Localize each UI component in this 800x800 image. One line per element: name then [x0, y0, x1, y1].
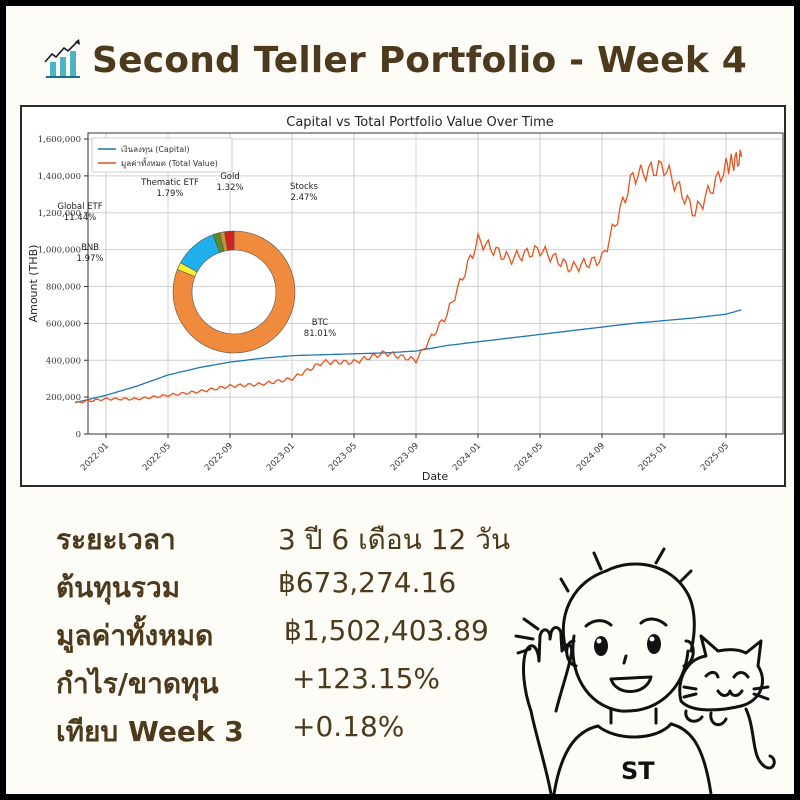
capital-line — [74, 309, 742, 404]
line-chart: Capital vs Total Portfolio Value Over Ti… — [27, 115, 784, 483]
y-tick-label: 200,000 — [46, 393, 81, 403]
stat-value: +0.18% — [292, 710, 405, 743]
stat-value: +123.15% — [292, 662, 441, 695]
stat-label: มูลค่าทั้งหมด — [56, 619, 214, 652]
cat-head — [678, 634, 764, 712]
donut-pct: 1.32% — [216, 183, 243, 193]
boy-hair — [559, 547, 696, 653]
legend-item: เงินลงทุน (Capital) — [121, 145, 190, 154]
x-tick-label: 2022-09 — [203, 441, 235, 473]
donut-label: BNB — [81, 243, 99, 253]
bar-chart-trend-icon — [44, 39, 80, 78]
page-title: Second Teller Portfolio - Week 4 — [92, 39, 747, 81]
donut-pct: 1.79% — [156, 189, 183, 199]
portfolio-card: Second Teller Portfolio - Week 4 Capital… — [6, 6, 794, 794]
stat-label: ต้นทุนรวม — [56, 571, 181, 604]
stat-value: 3 ปี 6 เดือน 12 วัน — [278, 523, 511, 556]
x-axis-label: Date — [422, 470, 449, 483]
donut-label: BTC — [312, 318, 329, 328]
legend — [91, 137, 233, 173]
stat-label: กำไร/ขาดทุน — [56, 667, 219, 700]
legend-item: มูลค่าทั้งหมด (Total Value) — [121, 157, 218, 169]
y-axis-label: Amount (THB) — [27, 245, 40, 323]
donut-pct: 1.97% — [76, 254, 103, 264]
donut-slice-stocks — [224, 230, 235, 251]
x-tick-label: 2023-09 — [389, 441, 421, 473]
x-tick-label: 2025-01 — [637, 441, 669, 473]
y-tick-label: 800,000 — [46, 283, 81, 293]
x-tick-label: 2023-05 — [327, 441, 359, 473]
x-tick-label: 2024-09 — [575, 441, 607, 473]
donut-label: Global ETF — [57, 202, 102, 212]
donut-label: Gold — [220, 172, 240, 182]
donut-label: Thematic ETF — [140, 178, 199, 188]
x-tick-label: 2025-05 — [699, 441, 731, 473]
x-tick-label: 2024-05 — [513, 441, 545, 473]
donut-pct: 2.47% — [290, 193, 317, 203]
x-tick-label: 2023-01 — [265, 441, 297, 473]
y-tick-label: 0 — [76, 430, 81, 440]
boy-shirt — [552, 722, 713, 794]
chart-panel: Capital vs Total Portfolio Value Over Ti… — [20, 105, 786, 487]
y-tick-label: 1,000,000 — [38, 246, 81, 256]
total-value-line — [74, 149, 743, 404]
cat-paws — [684, 709, 728, 727]
donut-slice-btc — [172, 230, 296, 354]
shirt-logo: ST — [621, 757, 655, 785]
donut-label: Stocks — [290, 182, 319, 192]
mascot-illustration: ST — [514, 547, 776, 794]
y-tick-label: 1,600,000 — [38, 135, 81, 145]
boy-face — [571, 634, 690, 713]
stat-label: ระยะเวลา — [56, 523, 176, 556]
donut-pct: 81.01% — [304, 329, 336, 339]
x-tick-label: 2022-05 — [141, 441, 173, 473]
y-tick-label: 600,000 — [46, 319, 81, 329]
y-tick-label: 1,200,000 — [38, 209, 81, 219]
x-tick-label: 2022-01 — [79, 441, 111, 473]
y-tick-label: 1,400,000 — [38, 172, 81, 182]
header: Second Teller Portfolio - Week 4 — [42, 32, 747, 88]
cat-tail — [744, 707, 776, 770]
stat-value: ฿673,274.16 — [278, 566, 457, 599]
boy-mouth — [609, 675, 653, 693]
chart-title: Capital vs Total Portfolio Value Over Ti… — [286, 115, 553, 130]
waving-hand — [522, 626, 574, 794]
y-tick-label: 400,000 — [46, 356, 81, 366]
stat-value: ฿1,502,403.89 — [284, 614, 489, 647]
stat-label: เทียบ Week 3 — [56, 715, 244, 748]
donut-pct: 11.44% — [64, 213, 96, 223]
x-tick-label: 2024-01 — [451, 441, 483, 473]
